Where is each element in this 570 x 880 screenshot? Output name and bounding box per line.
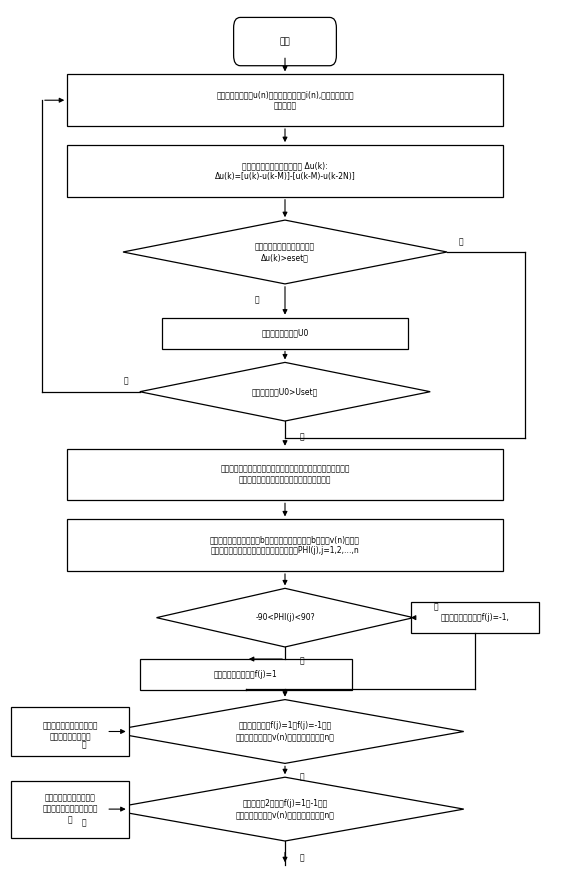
Text: 零序电压突变量是否超过阈值
Δu(k)>eset？: 零序电压突变量是否超过阈值 Δu(k)>eset？ xyxy=(255,242,315,262)
Text: 是: 是 xyxy=(82,818,86,827)
Text: 零序电压幅值U0>Uset？: 零序电压幅值U0>Uset？ xyxy=(252,387,318,396)
Text: 计算零序电压幅值U0: 计算零序电压幅值U0 xyxy=(261,328,309,338)
Polygon shape xyxy=(140,363,430,421)
Text: 采集系统零序电压u(n)及各线路零序电流i(n),将运转监测并储
于缓存区内: 采集系统零序电压u(n)及各线路零序电流i(n),将运转监测并储 于缓存区内 xyxy=(216,90,354,110)
Bar xyxy=(11,781,129,838)
Bar xyxy=(140,659,352,690)
Polygon shape xyxy=(123,220,447,284)
Text: 计算当前时刻零序电压突变量 Δu(k):
Δu(k)=[u(k)-u(k-M)]-[u(k-M)-u(k-2N)]: 计算当前时刻零序电压突变量 Δu(k): Δu(k)=[u(k)-u(k-M)]… xyxy=(215,161,355,181)
Text: 否: 否 xyxy=(124,377,128,385)
Text: 判定这两条线路为接地线
路，本次为两点同相接地故
障: 判定这两条线路为接地线 路，本次为两点同相接地故 障 xyxy=(42,794,97,825)
Polygon shape xyxy=(157,589,413,647)
Text: 是: 是 xyxy=(459,237,463,246)
Text: 开始: 开始 xyxy=(280,37,290,46)
Bar xyxy=(162,318,408,348)
Bar xyxy=(67,74,503,126)
Text: 否: 否 xyxy=(299,773,304,781)
Text: 否: 否 xyxy=(434,603,438,612)
Text: 若只有一条线路f(j)=1或f(j)=-1，且
该条线路中的幅值v(n)超其它线路之各的n次: 若只有一条线路f(j)=1或f(j)=-1，且 该条线路中的幅值v(n)超其它线… xyxy=(235,722,335,742)
Text: 判是同相，重新识别f(j)=1: 判是同相，重新识别f(j)=1 xyxy=(214,670,278,679)
Text: 找到幅值最大的特征频率b，将各线路零序频率幅b对应值v(n)由大到
小排序，并以首线路为参考计算相位差，记PHI(j),j=1,2,…,n: 找到幅值最大的特征频率b，将各线路零序频率幅b对应值v(n)由大到 小排序，并以… xyxy=(210,535,360,555)
Text: 判定该线路为接地线路，本
次为单线路接地故障: 判定该线路为接地线路，本 次为单线路接地故障 xyxy=(42,722,97,742)
Text: 若有且仅有2条线路f(j)=1或-1，且
该条线路中的幅值v(n)超其它线路之各的n次: 若有且仅有2条线路f(j)=1或-1，且 该条线路中的幅值v(n)超其它线路之各… xyxy=(235,799,335,819)
Bar xyxy=(67,519,503,571)
Text: 是: 是 xyxy=(299,656,304,665)
Text: 判定反相，重新识别f(j)=-1,: 判定反相，重新识别f(j)=-1, xyxy=(441,613,510,622)
Bar xyxy=(67,449,503,501)
Text: 是: 是 xyxy=(82,741,86,750)
Bar xyxy=(410,602,539,634)
Bar xyxy=(11,708,129,756)
Text: 是: 是 xyxy=(299,432,304,441)
Polygon shape xyxy=(106,777,464,841)
Text: 取采样数据窗内最大峰值，以它为中心取一周波数据进行傅氏运
算，计算零序电压零序电流基波及各高频分量: 取采样数据窗内最大峰值，以它为中心取一周波数据进行傅氏运 算，计算零序电压零序电… xyxy=(220,465,350,485)
Text: 否: 否 xyxy=(299,854,304,862)
Text: 否: 否 xyxy=(255,295,259,304)
Text: -90<PHI(j)<90?: -90<PHI(j)<90? xyxy=(255,613,315,622)
FancyBboxPatch shape xyxy=(234,18,336,66)
Polygon shape xyxy=(106,700,464,763)
Bar xyxy=(67,145,503,197)
